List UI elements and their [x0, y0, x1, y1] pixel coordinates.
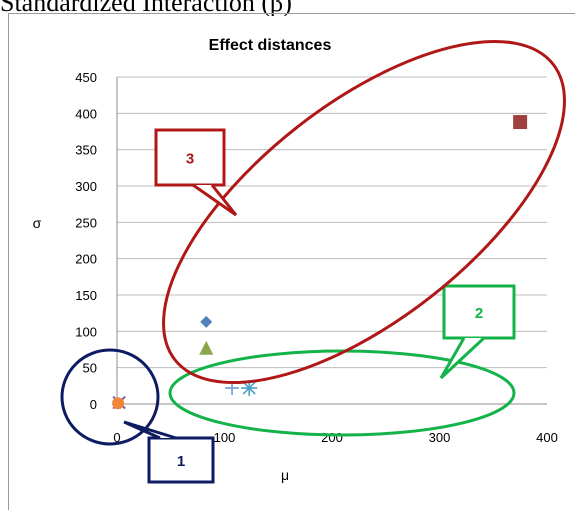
annotation-3: 3	[154, 39, 566, 385]
annotation-ellipse-1	[60, 348, 160, 446]
callout-pointer-2	[439, 336, 486, 380]
y-tick-label-250: 250	[75, 215, 97, 230]
x-tick-label-0: 0	[113, 430, 120, 445]
chart-title: Effect distances	[209, 37, 332, 54]
x-tick-label-300: 300	[429, 430, 451, 445]
square-marker	[513, 115, 528, 130]
y-tick-label-400: 400	[75, 106, 97, 121]
x-tick-label-400: 400	[536, 430, 558, 445]
callout-pointer-3	[192, 183, 238, 217]
y-tick-label-100: 100	[75, 324, 97, 339]
circle-marker	[112, 397, 125, 410]
diamond-marker	[200, 315, 213, 328]
grid-lines	[116, 76, 547, 405]
y-tick-label-350: 350	[75, 143, 97, 158]
chart-frame	[8, 13, 575, 510]
header-text: Standardized Interaction (β)	[0, 0, 292, 16]
star-marker-stroke	[242, 381, 256, 395]
annotation-2: 2	[168, 284, 516, 437]
x-axis-label: μ	[281, 467, 289, 483]
callout-label-2: 2	[475, 305, 483, 322]
annotation-ellipse-2	[168, 349, 516, 437]
y-tick-label-200: 200	[75, 252, 97, 267]
callout-pointer-1	[123, 420, 177, 440]
y-tick-label-50: 50	[83, 361, 97, 376]
callout-box-1	[147, 436, 215, 484]
y-tick-label-150: 150	[75, 288, 97, 303]
callout-box-3	[154, 128, 226, 187]
annotation-ellipse-3	[162, 39, 566, 385]
annotation-1: 1	[60, 348, 215, 484]
y-tick-label-300: 300	[75, 179, 97, 194]
x-tick-label-100: 100	[214, 430, 236, 445]
y-axis-label: σ	[33, 215, 42, 231]
callout-label-3: 3	[186, 151, 194, 168]
y-tick-label-0: 0	[90, 397, 97, 412]
callout-label-1: 1	[177, 453, 185, 470]
triangle-marker	[199, 340, 214, 355]
x-tick-label-200: 200	[321, 430, 343, 445]
y-tick-label-450: 450	[75, 70, 97, 85]
